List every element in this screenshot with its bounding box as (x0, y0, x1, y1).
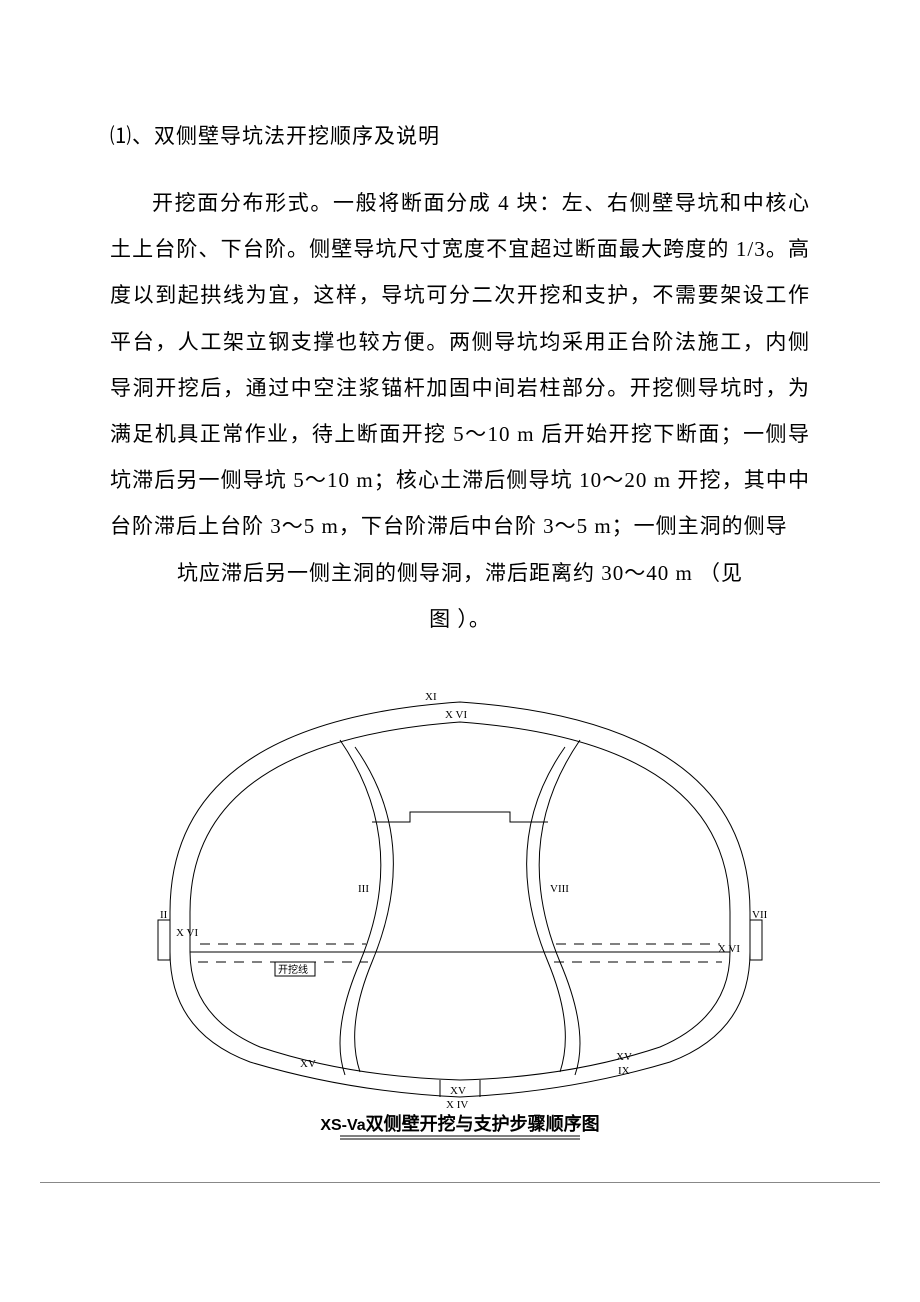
section-heading: ⑴、双侧壁导坑法开挖顺序及说明 (110, 120, 810, 150)
svg-text:XS-Va双侧壁开挖与支护步骤顺序图: XS-Va双侧壁开挖与支护步骤顺序图 (320, 1113, 599, 1134)
label-bottom-right-l: IX (618, 1065, 630, 1077)
label-right-lower: X VI (718, 943, 740, 955)
tunnel-cross-section-diagram: XI X VI II X VI VII X VI III VIII XV XV … (110, 662, 810, 1142)
core-top-bench (372, 812, 548, 822)
label-left-lower: X VI (176, 927, 198, 939)
label-top-outer: XI (425, 691, 437, 703)
label-inner-left: III (358, 883, 369, 895)
label-right-upper: VII (752, 909, 768, 921)
outer-profile (170, 702, 750, 1097)
page-footer-divider (40, 1182, 880, 1183)
caption-prefix: XS-Va (320, 1117, 365, 1134)
left-drift-partition-outer (340, 740, 381, 1075)
paragraph-main: 开挖面分布形式。一般将断面分成 4 块：左、右侧壁导坑和中核心土上台阶、下台阶。… (110, 180, 810, 550)
caption-cn: 双侧壁开挖与支护步骤顺序图 (366, 1113, 600, 1134)
label-bottom-mid: XV (450, 1085, 466, 1097)
label-top-inner: X VI (445, 709, 467, 721)
left-drift-partition-inner (355, 747, 394, 1072)
label-bottom-mid2: X IV (446, 1099, 468, 1111)
right-drift-partition-outer (539, 740, 580, 1075)
left-haunch (158, 920, 170, 960)
right-drift-partition-inner (527, 747, 566, 1072)
excavation-line-note: 开挖线 (278, 963, 308, 976)
label-bottom-left: XV (300, 1058, 316, 1070)
label-left-upper: II (160, 909, 168, 921)
paragraph-tail-2: 图 ）。 (110, 596, 810, 642)
label-inner-right: VIII (550, 883, 569, 895)
outer-profile-inner (190, 722, 730, 1080)
label-bottom-right-u: XV (616, 1051, 632, 1063)
figure-container: XI X VI II X VI VII X VI III VIII XV XV … (110, 662, 810, 1142)
right-haunch (750, 920, 762, 960)
paragraph-tail-1: 坑应滞后另一侧主洞的侧导洞，滞后距离约 30～40 m （见 (110, 550, 810, 596)
